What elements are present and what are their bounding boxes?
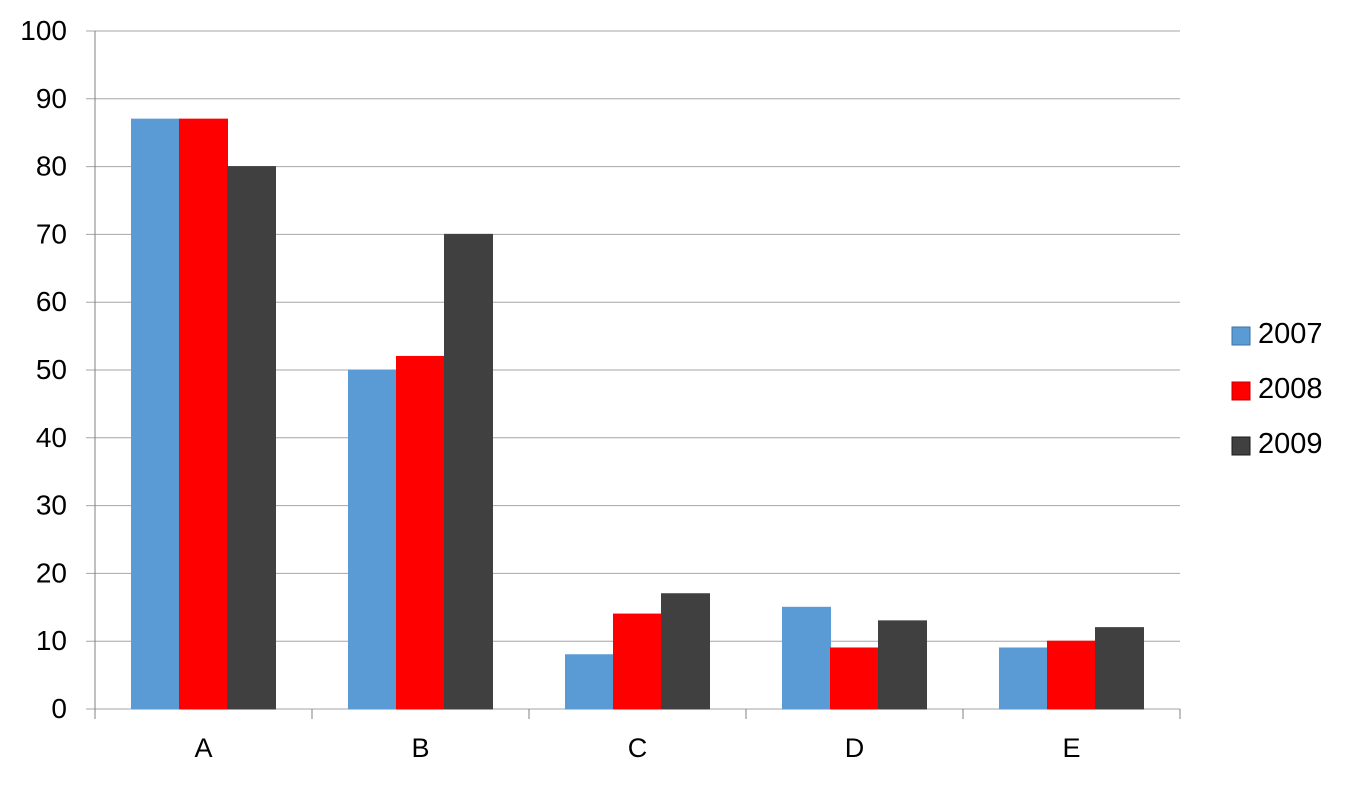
svg-text:2009: 2009 <box>1258 428 1323 460</box>
svg-text:B: B <box>411 733 429 763</box>
svg-text:10: 10 <box>36 625 67 656</box>
svg-text:60: 60 <box>36 286 67 317</box>
svg-text:E: E <box>1062 733 1080 763</box>
svg-text:A: A <box>194 733 212 763</box>
svg-text:70: 70 <box>36 218 67 249</box>
svg-text:80: 80 <box>36 151 67 182</box>
svg-text:40: 40 <box>36 422 67 453</box>
svg-text:D: D <box>845 733 865 763</box>
svg-text:30: 30 <box>36 490 67 521</box>
svg-text:90: 90 <box>36 83 67 114</box>
svg-text:2007: 2007 <box>1258 318 1323 350</box>
svg-text:0: 0 <box>51 693 67 724</box>
svg-text:C: C <box>628 733 648 763</box>
svg-text:100: 100 <box>20 15 67 46</box>
svg-text:50: 50 <box>36 354 67 385</box>
svg-text:2008: 2008 <box>1258 373 1323 405</box>
svg-text:20: 20 <box>36 557 67 588</box>
